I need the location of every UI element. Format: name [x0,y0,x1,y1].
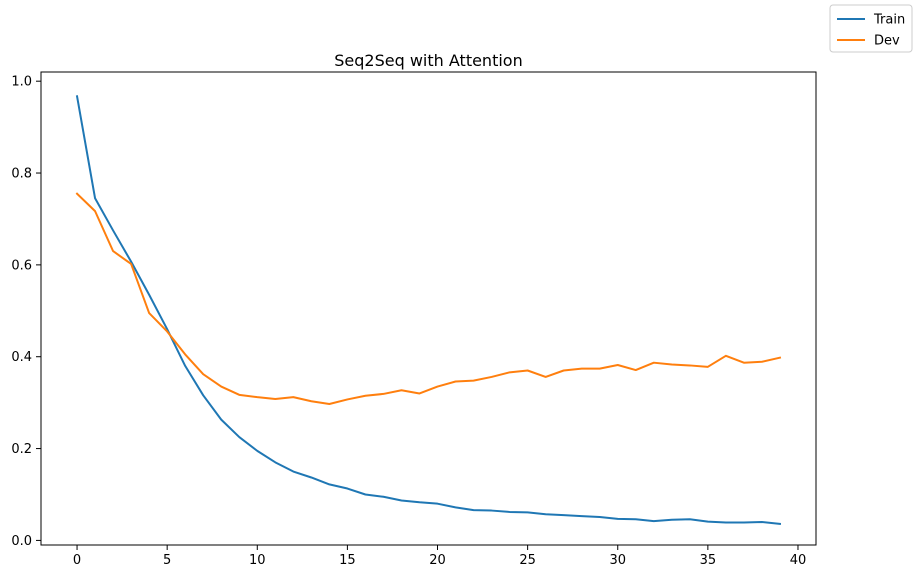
x-tick-label: 25 [519,553,536,568]
chart-title: Seq2Seq with Attention [334,51,522,70]
series-line-train [75,95,782,525]
x-tick-label: 35 [700,553,717,568]
legend-label-train: Train [873,13,905,28]
x-tick-label: 40 [790,553,807,568]
x-tick-label: 5 [163,553,171,568]
series-line-dev [75,192,782,406]
series-layer [75,95,782,525]
y-tick-label: 0.4 [11,350,32,365]
x-tick-label: 20 [429,553,446,568]
x-tick-label: 0 [73,553,81,568]
y-tick-label: 0.6 [11,258,32,273]
legend: Train Dev [829,4,913,53]
x-tick-label: 15 [339,553,356,568]
x-tick-label: 30 [609,553,626,568]
y-tick-label: 0.0 [11,534,32,549]
y-tick-label: 0.8 [11,167,32,182]
y-axis: 0.0 0.2 0.4 0.6 0.8 1.0 [11,75,41,549]
y-tick-label: 0.2 [11,442,32,457]
x-tick-label: 10 [249,553,266,568]
plot-frame [40,71,817,546]
legend-label-dev: Dev [874,34,900,49]
x-axis: 0 5 10 15 20 25 30 35 40 [73,545,806,568]
y-tick-label: 1.0 [11,75,32,90]
